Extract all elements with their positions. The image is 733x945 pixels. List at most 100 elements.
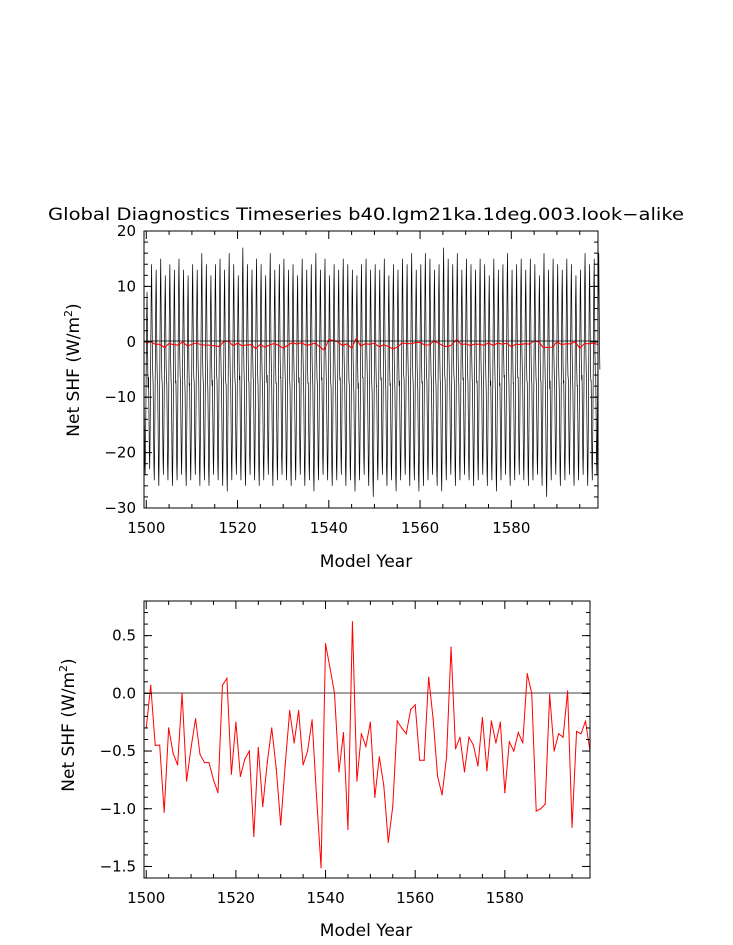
bottom-y-tick-labels: −1.5 −1.0 −0.5 0.0 0.5 <box>100 627 136 876</box>
annual-mean-point <box>401 727 403 729</box>
annual-mean-point <box>302 764 304 766</box>
top-y-tick-label: −30 <box>104 499 136 517</box>
bottom-y-tick-label: 0.5 <box>112 627 136 645</box>
annual-mean-point <box>423 759 425 761</box>
annual-mean-point <box>185 780 188 782</box>
annual-mean-point <box>441 794 443 796</box>
annual-mean-point <box>495 742 497 744</box>
top-data-lines <box>143 247 601 497</box>
annual-mean-point <box>540 808 542 810</box>
annual-mean-point <box>486 770 488 772</box>
annual-mean-point <box>526 673 528 675</box>
bottom-y-tick-label: −1.0 <box>100 800 136 818</box>
annual-mean-point <box>549 693 551 696</box>
annual-mean-point <box>432 718 434 720</box>
annual-mean-point <box>450 646 452 648</box>
annual-mean-point <box>535 810 537 812</box>
top-y-axis-label: Net SHF (W/m2) <box>62 303 84 436</box>
annual-mean-point <box>253 835 255 838</box>
top-y-label-main: Net SHF (W/m <box>64 317 84 437</box>
annual-mean-point <box>360 733 362 735</box>
annual-mean-point <box>365 745 367 748</box>
annual-mean-point <box>203 761 206 764</box>
annual-mean-point <box>181 692 183 694</box>
top-x-tick-labels: 1500 1520 1540 1560 1580 <box>127 519 530 537</box>
annual-mean-point <box>405 733 407 735</box>
annual-mean-point <box>342 731 345 734</box>
annual-mean-point <box>445 756 448 758</box>
top-x-tick-label: 1520 <box>218 519 256 537</box>
annual-mean-point <box>208 761 210 764</box>
annual-mean-point <box>351 621 354 623</box>
annual-mean-point <box>315 796 318 798</box>
annual-mean-point <box>262 805 264 808</box>
bottom-y-tick-label: −0.5 <box>100 742 136 760</box>
annual-mean-point <box>369 721 371 723</box>
top-x-tick-label: 1500 <box>127 519 165 537</box>
annual-mean-point <box>199 753 201 756</box>
top-y-tick-label: 0 <box>126 333 136 351</box>
annual-mean-point <box>356 780 358 782</box>
annual-mean-point <box>531 692 533 694</box>
bottom-y-label-sup: 2 <box>57 665 70 672</box>
annual-mean-point <box>584 720 587 722</box>
annual-mean-point <box>266 761 268 764</box>
annual-mean-point <box>235 721 237 723</box>
bottom-x-tick-label: 1500 <box>127 889 165 907</box>
annual-mean-point <box>284 764 286 766</box>
annual-mean-point <box>544 803 546 805</box>
annual-mean-point <box>244 758 246 760</box>
annual-mean-point <box>221 684 224 686</box>
top-y-tick-label: 20 <box>117 222 136 240</box>
monthly-shf-panel: 1500 1520 1540 1560 1580 −30 −20 −10 0 10 20 Mode… <box>62 222 601 572</box>
annual-mean-point <box>338 771 340 773</box>
annual-mean-point <box>468 736 470 738</box>
annual-mean-point <box>329 667 331 669</box>
annual-mean-point <box>504 791 506 794</box>
annual-mean-point <box>298 710 300 712</box>
annual-mean-point <box>562 736 564 738</box>
annual-mean-point <box>437 775 439 778</box>
annual-mean-point <box>212 779 215 781</box>
annual-mean-point <box>194 718 197 720</box>
annual-mean-point <box>257 746 259 749</box>
annual-mean-point <box>558 733 560 735</box>
annual-mean-point <box>150 684 152 686</box>
annual-mean-point <box>275 767 277 769</box>
annual-mean-point <box>580 733 582 735</box>
top-x-tick-label: 1580 <box>492 519 530 537</box>
annual-mean-point <box>168 727 170 729</box>
annual-mean-point <box>378 756 380 758</box>
annual-mean-point <box>239 775 241 778</box>
annual-mean-point <box>396 720 398 722</box>
annual-mean-point <box>490 720 492 722</box>
top-x-tick-label: 1540 <box>310 519 348 537</box>
annual-mean-point <box>481 716 484 719</box>
annual-mean-point <box>454 748 457 750</box>
bottom-data-lines <box>145 621 591 869</box>
annual-mean-point <box>575 730 578 733</box>
annual-mean-point <box>289 710 291 712</box>
annual-mean-point <box>472 744 475 746</box>
bottom-y-tick-label: 0.0 <box>112 684 136 702</box>
annual-mean-shf-line <box>145 621 591 868</box>
annual-mean-point <box>163 811 165 813</box>
bottom-x-axis-label: Model Year <box>320 921 412 941</box>
bottom-x-tick-label: 1520 <box>217 889 255 907</box>
bottom-x-tick-label: 1580 <box>486 889 524 907</box>
top-x-tick-label: 1560 <box>401 519 439 537</box>
annual-mean-point <box>383 785 385 787</box>
bottom-x-tick-label: 1540 <box>306 889 344 907</box>
annual-mean-point <box>566 690 569 692</box>
annual-mean-point <box>333 692 336 694</box>
bottom-y-tick-label: −1.5 <box>100 857 136 875</box>
bottom-y-axis-label: Net SHF (W/m2) <box>57 658 79 791</box>
annual-mean-point <box>172 752 174 754</box>
annual-mean-point <box>217 791 219 794</box>
annual-mean-point <box>477 765 479 767</box>
top-y-tick-labels: −30 −20 −10 0 10 20 <box>104 222 136 517</box>
annual-mean-point <box>517 731 519 734</box>
annual-mean-point <box>410 708 412 711</box>
annual-mean-point <box>248 750 250 752</box>
